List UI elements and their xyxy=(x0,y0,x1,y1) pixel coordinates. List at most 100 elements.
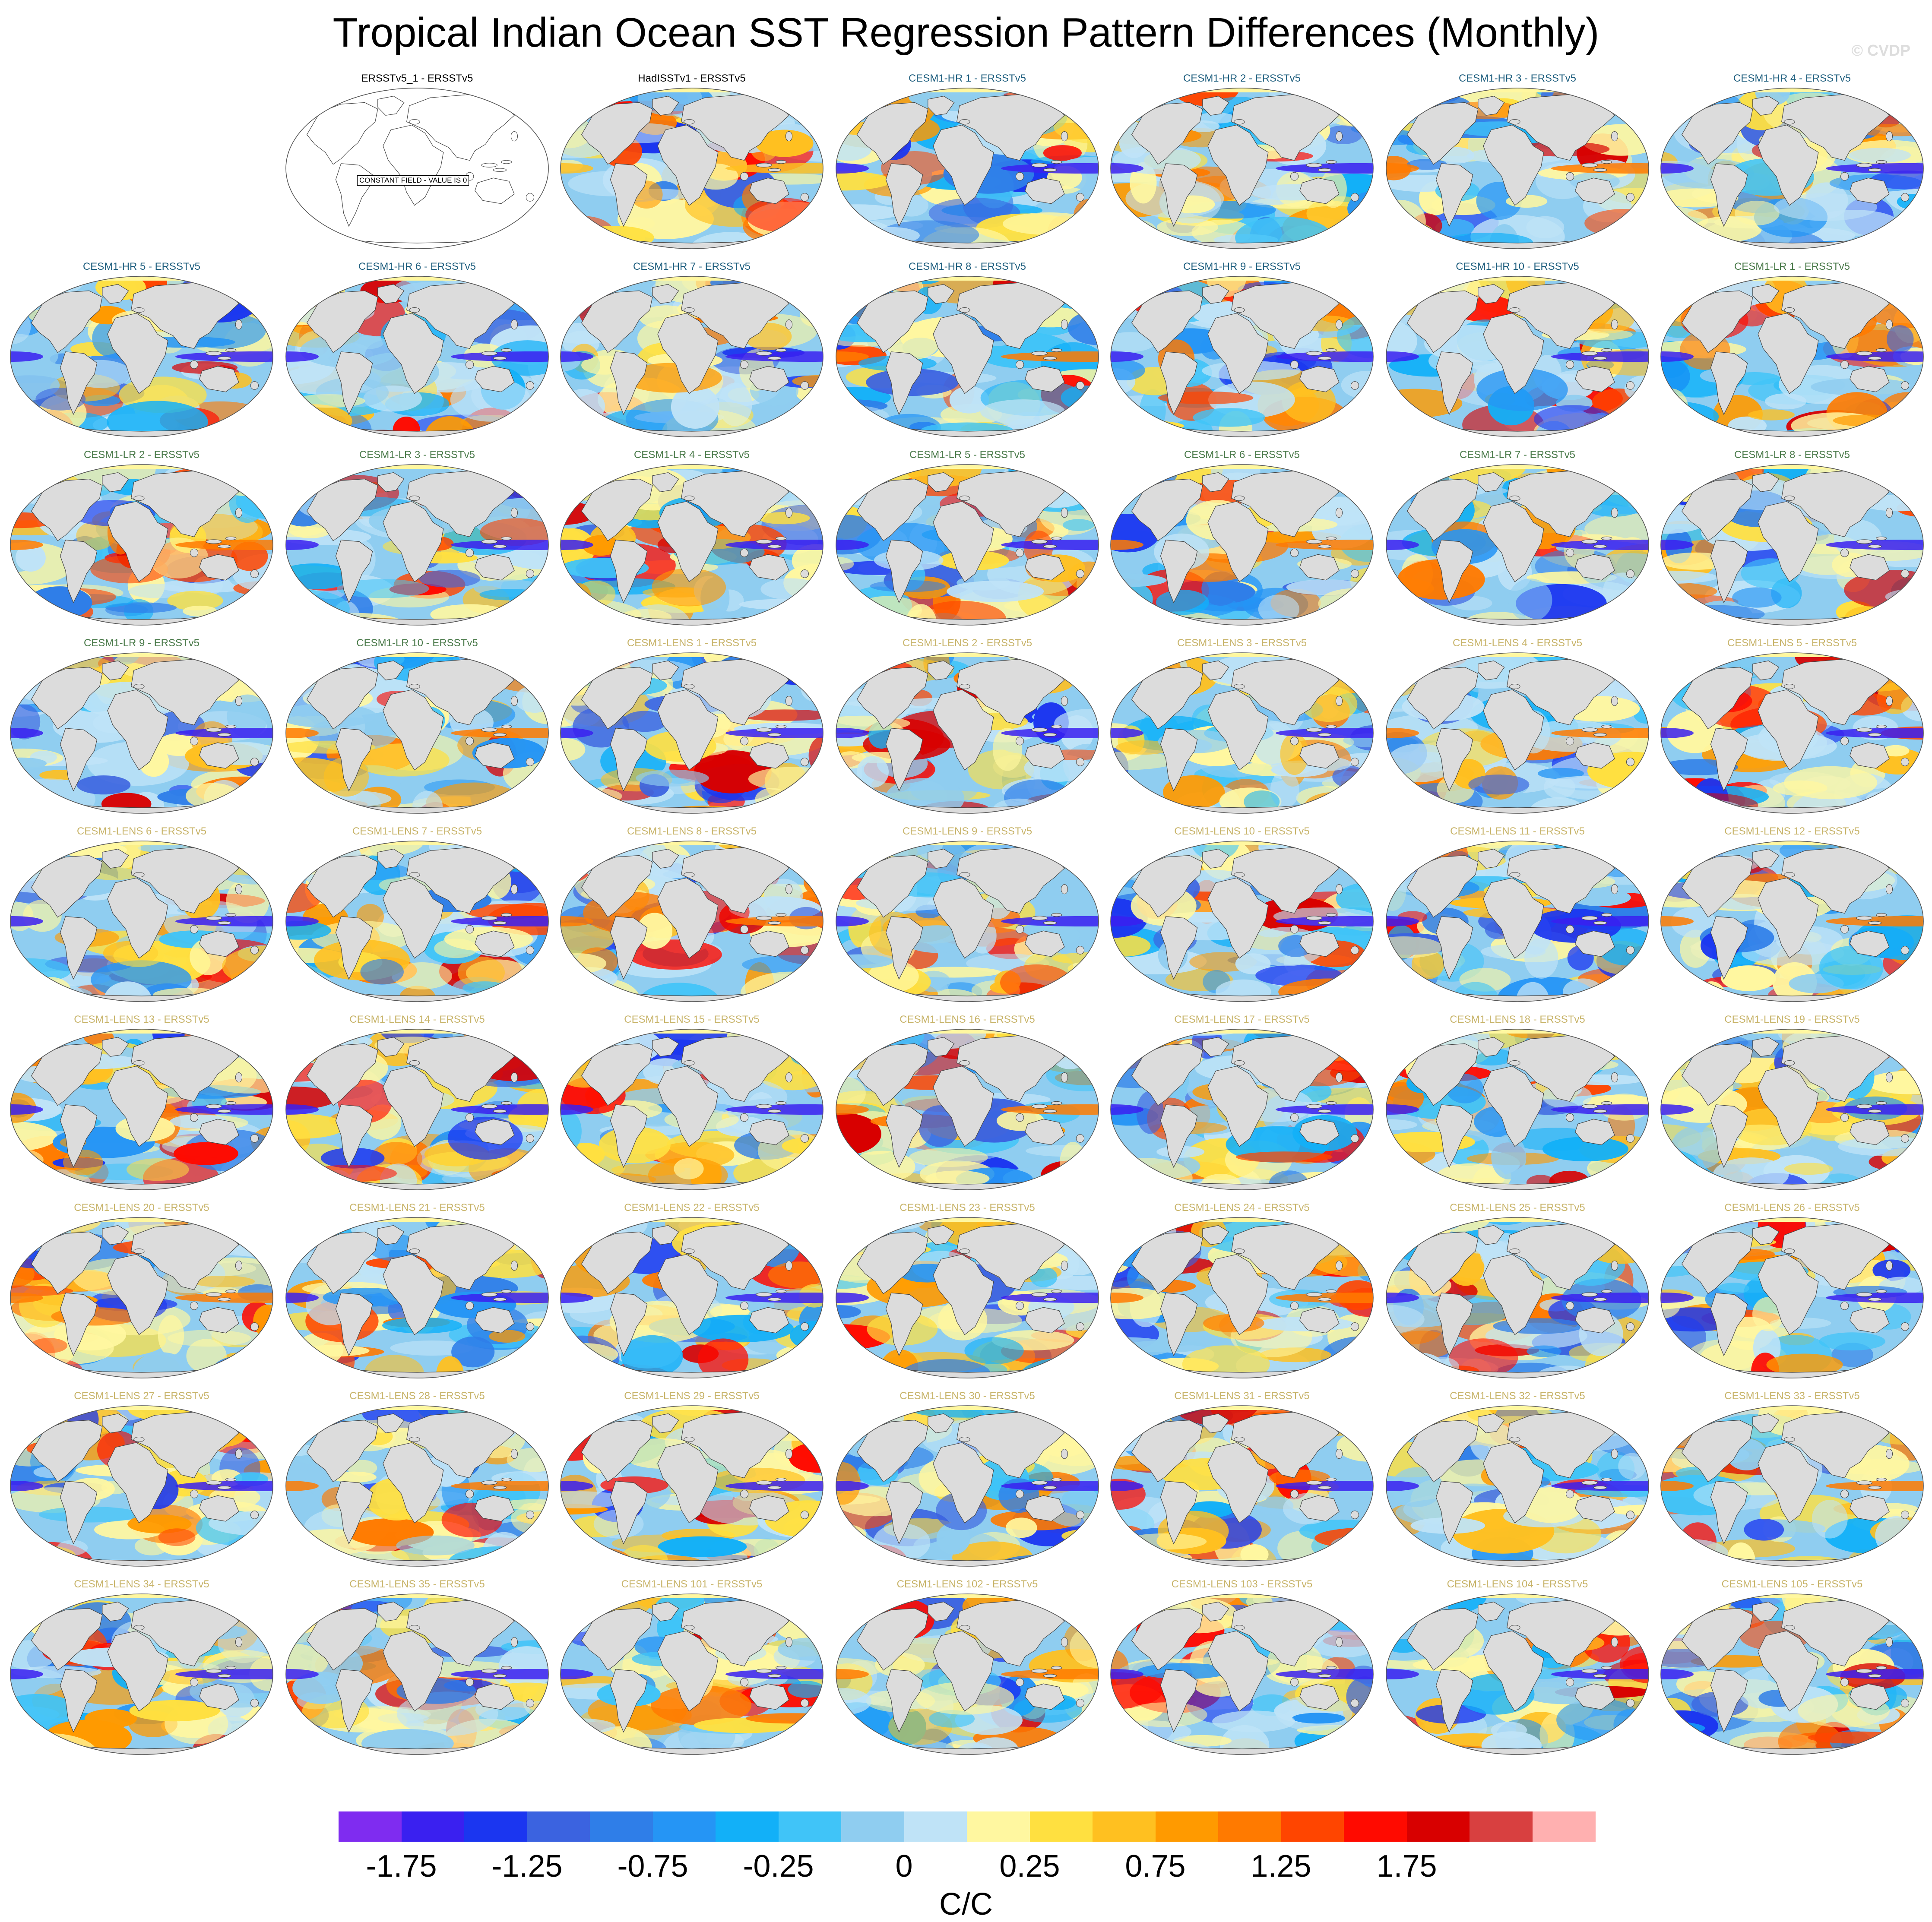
land-outline xyxy=(1299,1495,1340,1522)
map-panel: CESM1-LENS 31 - ERSSTv5 xyxy=(1104,1390,1380,1578)
island-outline xyxy=(1611,1260,1618,1271)
anomaly-region xyxy=(755,130,814,157)
sst-difference-map xyxy=(836,276,1099,437)
island-outline xyxy=(1015,172,1024,181)
equatorial-tongue xyxy=(836,1293,869,1303)
island-outline xyxy=(526,1511,535,1519)
anomaly-region xyxy=(621,1335,683,1377)
map-frame xyxy=(836,464,1099,626)
island-outline xyxy=(1076,1511,1085,1519)
panel-title: CESM1-LR 2 - ERSSTv5 xyxy=(83,449,200,461)
island-outline xyxy=(1900,381,1910,390)
map-frame xyxy=(1386,1217,1649,1378)
land-outline xyxy=(1435,1481,1473,1545)
map-panel: CESM1-LENS 22 - ERSSTv5 xyxy=(554,1202,830,1390)
island-outline xyxy=(785,1072,793,1083)
anomaly-region xyxy=(800,301,823,327)
land-outline xyxy=(335,1104,373,1168)
island-outline xyxy=(481,1292,497,1297)
anomaly-region xyxy=(10,1597,32,1626)
sst-difference-map xyxy=(560,1029,823,1190)
island-outline xyxy=(1031,916,1048,920)
panel-title: CESM1-LR 3 - ERSSTv5 xyxy=(359,449,475,461)
land-outline xyxy=(1483,501,1544,582)
island-outline xyxy=(206,1669,222,1673)
island-outline xyxy=(206,1480,222,1485)
panel-title: CESM1-LENS 26 - ERSSTv5 xyxy=(1724,1202,1860,1214)
island-outline xyxy=(1015,737,1024,746)
land-outline xyxy=(657,1065,719,1147)
panel-title: CESM1-LENS 15 - ERSSTv5 xyxy=(624,1014,760,1025)
island-outline xyxy=(1581,1292,1598,1297)
anomaly-region xyxy=(1354,605,1373,625)
equatorial-tongue xyxy=(1386,351,1419,362)
anomaly-region xyxy=(561,787,622,805)
equatorial-tongue xyxy=(1661,728,1694,738)
anomaly-region xyxy=(836,841,863,851)
land-outline xyxy=(1207,1065,1269,1147)
land-outline xyxy=(1850,554,1890,581)
anomaly-region xyxy=(768,1261,823,1289)
anomaly-region xyxy=(485,1362,548,1378)
land-outline xyxy=(383,313,444,394)
anomaly-region xyxy=(507,981,538,997)
land-outline xyxy=(652,1225,679,1245)
anomaly-region xyxy=(836,1305,861,1318)
anomaly-region xyxy=(1386,276,1416,294)
island-outline xyxy=(1509,307,1520,313)
anomaly-region xyxy=(627,939,722,970)
island-outline xyxy=(133,307,145,313)
sst-difference-map xyxy=(836,1029,1099,1190)
anomaly-region xyxy=(563,88,615,101)
sst-difference-map xyxy=(285,1593,549,1755)
anomaly-region xyxy=(871,1552,903,1566)
anomaly-region xyxy=(10,757,47,769)
anomaly-region xyxy=(286,418,320,432)
anomaly-region xyxy=(183,605,218,617)
island-outline xyxy=(1318,544,1332,548)
island-outline xyxy=(1611,884,1618,895)
anomaly-region xyxy=(743,1029,782,1035)
island-outline xyxy=(1565,1301,1574,1310)
island-outline xyxy=(756,727,772,732)
land-outline xyxy=(1850,1119,1890,1145)
land-outline xyxy=(1681,1419,1753,1483)
land-outline xyxy=(581,102,653,165)
land-outline xyxy=(657,877,719,959)
map-frame xyxy=(10,464,273,626)
island-outline xyxy=(250,1322,259,1331)
island-outline xyxy=(1611,131,1618,142)
land-outline xyxy=(885,1481,923,1545)
land-outline xyxy=(406,1223,515,1290)
anomaly-region xyxy=(186,783,240,809)
land-outline xyxy=(475,1495,515,1522)
panel-title: CESM1-LENS 2 - ERSSTv5 xyxy=(902,637,1033,649)
map-panel: CESM1-LENS 24 - ERSSTv5 xyxy=(1104,1202,1380,1390)
land-outline xyxy=(475,177,515,204)
island-outline xyxy=(1856,1104,1872,1109)
land-outline xyxy=(1299,177,1340,204)
land-outline xyxy=(657,124,719,206)
island-outline xyxy=(959,684,970,689)
land-outline xyxy=(60,1669,98,1733)
map-frame xyxy=(1660,1405,1924,1567)
equatorial-tongue xyxy=(10,351,43,362)
island-outline xyxy=(1031,1104,1048,1109)
land-outline xyxy=(102,1037,129,1057)
land-outline xyxy=(1299,930,1340,957)
land-outline xyxy=(1781,659,1890,726)
island-outline xyxy=(1051,1101,1062,1105)
anomaly-region xyxy=(1661,653,1712,670)
island-outline xyxy=(206,351,222,356)
map-panel: CESM1-LR 1 - ERSSTv5 xyxy=(1654,261,1930,449)
land-outline xyxy=(933,1065,994,1147)
island-outline xyxy=(235,1448,243,1459)
equatorial-tongue xyxy=(561,163,593,174)
island-outline xyxy=(1601,348,1612,352)
map-frame xyxy=(1110,652,1374,814)
island-outline xyxy=(1784,684,1795,689)
island-outline xyxy=(1509,1249,1520,1254)
land-outline xyxy=(933,1442,994,1524)
panel-title: CESM1-LENS 3 - ERSSTv5 xyxy=(1177,637,1307,649)
land-outline xyxy=(1758,1254,1819,1335)
